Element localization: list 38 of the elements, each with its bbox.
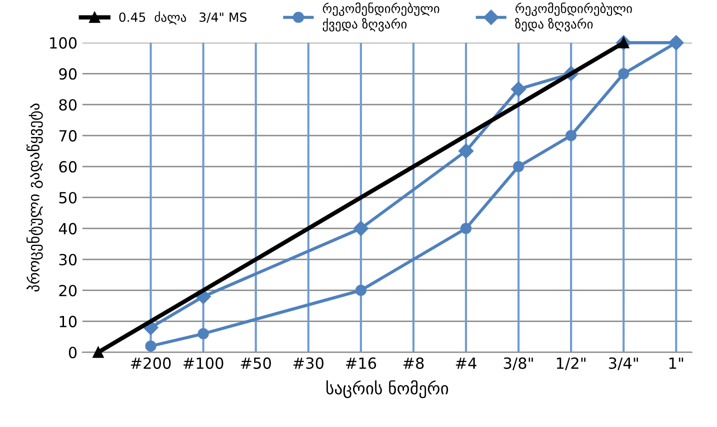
point — [512, 160, 524, 172]
y-tick-label: 80 — [59, 99, 77, 111]
x-tick-label: #16 — [346, 357, 376, 369]
y-tick-label: 100 — [50, 37, 77, 49]
point — [92, 346, 104, 358]
y-tick-label: 0 — [68, 346, 77, 358]
point — [460, 222, 472, 234]
x-axis-title: საცრის ნომერი — [326, 380, 448, 398]
y-tick-label: 30 — [59, 254, 77, 266]
point — [618, 68, 630, 80]
y-tick-label: 40 — [58, 222, 77, 234]
y-tick-label: 50 — [59, 192, 77, 204]
x-tick-label: #4 — [456, 358, 476, 369]
y-tick-label: 90 — [59, 68, 77, 80]
legend-label: 0.45 ძალა 3/4" MS — [119, 11, 246, 25]
y-axis-title: პროცენტული გადაწყვეტა — [26, 104, 43, 292]
x-tick-label: 3/4" — [608, 357, 638, 370]
point — [353, 220, 368, 236]
x-tick-label: #8 — [403, 357, 424, 369]
y-tick-label: 60 — [59, 160, 77, 173]
point — [198, 328, 209, 340]
point — [510, 82, 526, 97]
legend-label: რეკომენდირებული ქვედა ზღვარი — [322, 2, 440, 32]
x-tick-label: 1/2" — [556, 357, 586, 370]
x-tick-label: #200 — [130, 357, 171, 369]
x-tick-label: #30 — [293, 357, 324, 369]
x-tick-label: #100 — [183, 357, 224, 369]
x-tick-label: 1" — [669, 358, 684, 369]
y-tick-label: 20 — [59, 284, 77, 296]
x-tick-label: #50 — [240, 357, 271, 369]
point — [566, 130, 577, 142]
y-tick-label: 10 — [60, 316, 77, 328]
y-tick-label: 70 — [59, 130, 77, 142]
x-tick-label: 3/8" — [504, 357, 533, 370]
legend-label: რეკომენდირებული ზედა ზღვარი — [515, 2, 632, 32]
point — [355, 284, 366, 296]
point — [145, 340, 156, 352]
point — [458, 143, 474, 159]
